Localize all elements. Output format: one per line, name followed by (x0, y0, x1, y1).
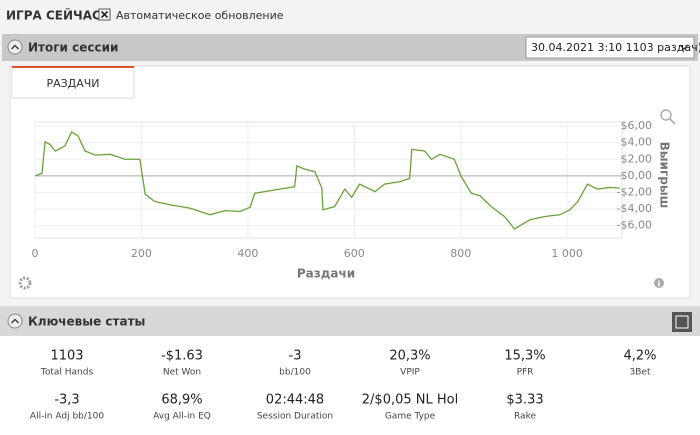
stat-label: Rake (514, 412, 536, 422)
stat-value: 20,3% (389, 349, 430, 364)
info-icon[interactable] (654, 278, 664, 288)
stat-label: Net Won (163, 368, 201, 378)
stat-value: 68,9% (161, 393, 202, 408)
stat-label: PFR (517, 368, 534, 378)
stat-value: -$1.63 (161, 349, 203, 364)
checkbox-label: Автоматическое обновление (116, 9, 284, 22)
dropdown-text: 30.04.2021 3:10 1103 раздач) (531, 41, 700, 54)
stat-value: 1103 (50, 349, 83, 364)
x-tick-label: 0 (32, 247, 39, 260)
collapse-icon (10, 318, 20, 324)
y-tick-label: -$6,00 (617, 219, 652, 232)
tab-label: РАЗДАЧИ (46, 77, 99, 90)
stat-label: VPIP (400, 368, 420, 378)
plot-area (34, 121, 623, 239)
x-tick-label: 600 (344, 247, 365, 260)
stat-label: Total Hands (40, 368, 94, 378)
y-tick-label: -$2,00 (617, 185, 652, 198)
stats-title: Ключевые статы (28, 315, 145, 329)
layout-button[interactable] (672, 312, 692, 332)
info-glyph: i (658, 280, 661, 289)
zoom-handle (669, 118, 676, 125)
session-dropdown[interactable] (525, 36, 695, 59)
panel-title: Итоги сессии (28, 41, 118, 55)
stat-value: 02:44:48 (266, 393, 324, 408)
stat-value: $3.33 (506, 393, 543, 408)
y-tick-label: $0,00 (621, 169, 653, 182)
line (34, 130, 620, 230)
stat-label: Game Type (385, 412, 436, 422)
stats-body (0, 336, 700, 431)
stats-header (0, 306, 700, 336)
y-tick-label: $6,00 (621, 119, 653, 132)
y-tick-label: $2,00 (621, 152, 653, 165)
collapse-button[interactable] (7, 39, 23, 55)
x-tick-label: 400 (237, 247, 258, 260)
page-title: ИГРА СЕЙЧАС (6, 8, 101, 23)
stat-value: -3,3 (54, 393, 79, 408)
zoom-icon[interactable] (660, 109, 672, 121)
collapse-button[interactable] (7, 313, 23, 329)
stat-label: bb/100 (279, 368, 311, 378)
stat-label: 3Bet (630, 368, 651, 378)
stat-label: All-in Adj bb/100 (30, 412, 104, 422)
stat-value: 15,3% (504, 349, 545, 364)
layout-icon (675, 315, 689, 329)
y-tick-label: $4,00 (621, 136, 653, 149)
stat-label: Session Duration (257, 412, 333, 422)
check-mark (100, 10, 109, 19)
dropdown-arrow (679, 44, 689, 50)
y-tick-label: -$4,00 (617, 202, 652, 215)
stat-label: Avg All-in EQ (153, 412, 211, 422)
x-axis-label: Раздачи (297, 267, 355, 281)
x-tick-label: 1 000 (551, 247, 583, 260)
y-axis-label: Выигрыш (658, 142, 672, 209)
stat-value: 4,2% (623, 349, 656, 364)
collapse-icon (10, 44, 20, 50)
x-tick-label: 800 (450, 247, 471, 260)
x-tick-label: 200 (131, 247, 152, 260)
stat-value: 2/$0,05 NL Hol (362, 393, 458, 408)
stat-value: -3 (289, 349, 302, 364)
tab-indicator (12, 66, 134, 68)
settings-icon[interactable] (18, 276, 32, 290)
